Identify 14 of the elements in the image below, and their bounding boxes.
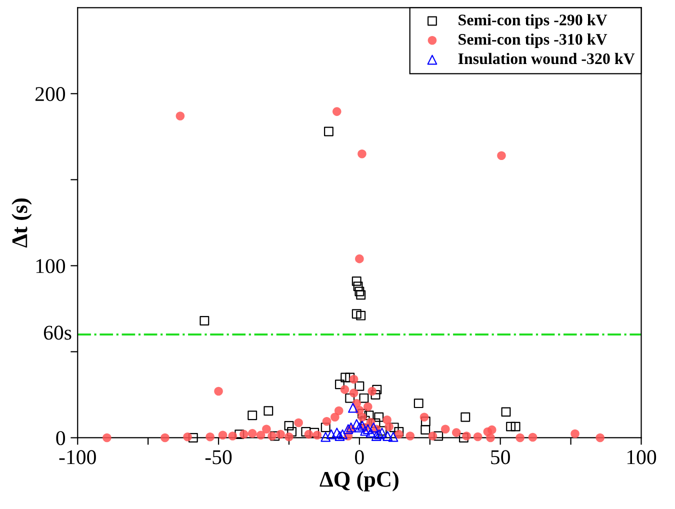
x-tick-label: -50 (205, 450, 232, 464)
x-tick-label: 100 (627, 450, 656, 464)
x-tick-label: 0 (355, 450, 364, 464)
legend-label: Insulation wound -320 kV (458, 52, 635, 64)
x-axis-title: ΔQ (pC) (320, 471, 398, 492)
y-tick-label: 200 (35, 87, 66, 102)
legend-label: Semi-con tips -290 kV (458, 14, 608, 29)
x-tick-label: 50 (491, 450, 510, 464)
ref-line-label: 60s (44, 326, 72, 340)
y-tick-label: 0 (56, 431, 66, 446)
y-tick-label: 100 (36, 259, 66, 274)
x-tick-label: -100 (59, 450, 96, 464)
legend-label: Semi-con tips -310 kV (458, 33, 608, 48)
y-axis-title: Δt (s) (12, 198, 32, 248)
